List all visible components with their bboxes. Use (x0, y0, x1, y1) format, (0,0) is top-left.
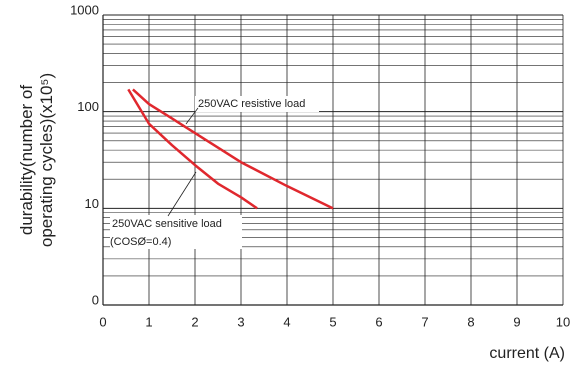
series-label: 250VAC sensitive load (112, 218, 222, 230)
x-tick-label: 1 (145, 314, 152, 329)
x-tick-label: 9 (513, 314, 520, 329)
x-tick-label: 5 (329, 314, 336, 329)
annotation: (COSØ=0.4) (110, 236, 171, 248)
x-tick-label: 0 (99, 314, 106, 329)
leader-line (185, 107, 199, 125)
x-tick-label: 8 (467, 314, 474, 329)
y-axis-label-line: durability(number of (17, 85, 36, 236)
y-tick-label: 10 (85, 196, 99, 211)
y-tick-label: 0 (92, 292, 99, 307)
label-bg (110, 215, 242, 249)
y-axis-label-line: operating cycles)(x10⁵) (37, 73, 56, 247)
x-tick-label: 2 (191, 314, 198, 329)
series-line (127, 88, 258, 210)
leader-line (167, 171, 197, 217)
x-tick-label: 7 (421, 314, 428, 329)
x-tick-label: 6 (375, 314, 382, 329)
series-line (132, 88, 334, 210)
x-axis-label: current (A) (489, 345, 565, 362)
x-tick-label: 4 (283, 314, 290, 329)
y-axis-label: durability(number ofoperating cycles)(x1… (17, 73, 56, 247)
x-tick-label: 3 (237, 314, 244, 329)
y-tick-label: 1000 (70, 2, 99, 17)
label-bg (195, 96, 319, 112)
x-tick-label: 10 (556, 314, 570, 329)
y-tick-label: 100 (77, 99, 99, 114)
series-label: 250VAC resistive load (198, 98, 305, 110)
